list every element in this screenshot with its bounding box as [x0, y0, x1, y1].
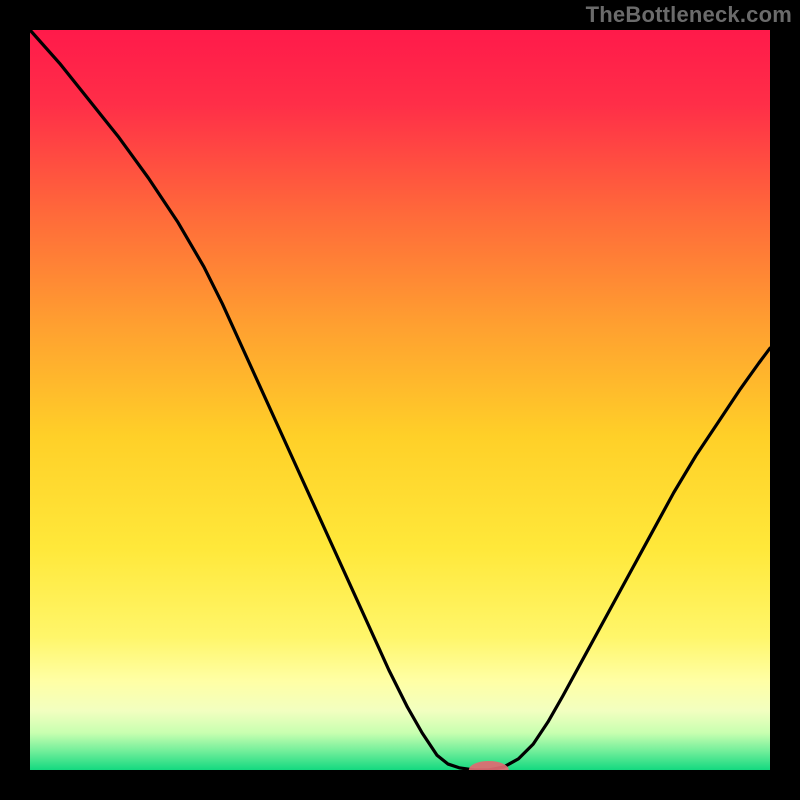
border	[0, 0, 30, 800]
bottleneck-chart	[0, 0, 800, 800]
watermark-text: TheBottleneck.com	[586, 2, 792, 28]
border	[770, 0, 800, 800]
border	[0, 770, 800, 800]
chart-container: TheBottleneck.com	[0, 0, 800, 800]
plot-background	[30, 30, 770, 770]
